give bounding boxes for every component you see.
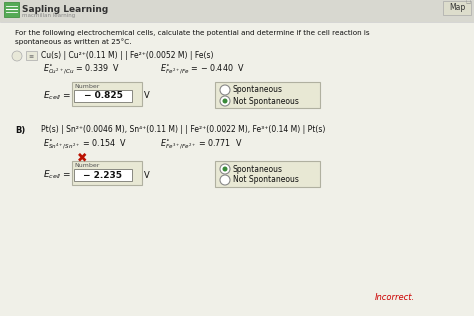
FancyBboxPatch shape	[72, 161, 142, 185]
Text: Incorrect.: Incorrect.	[375, 294, 415, 302]
Text: □: □	[465, 0, 471, 4]
FancyBboxPatch shape	[74, 169, 132, 181]
Text: $E_{cell}$ =: $E_{cell}$ =	[43, 169, 71, 181]
Circle shape	[220, 96, 230, 106]
FancyBboxPatch shape	[72, 82, 142, 106]
Text: V: V	[144, 92, 150, 100]
Text: ✖: ✖	[77, 151, 87, 165]
Circle shape	[222, 167, 228, 172]
Text: Map: Map	[449, 3, 465, 13]
Text: V: V	[144, 171, 150, 179]
Text: Cu(s) | Cu²⁺(0.11 M) | | Fe²⁺(0.0052 M) | Fe(s): Cu(s) | Cu²⁺(0.11 M) | | Fe²⁺(0.0052 M) …	[41, 52, 213, 60]
Circle shape	[220, 175, 230, 185]
Text: spontaneous as written at 25°C.: spontaneous as written at 25°C.	[15, 38, 131, 45]
Text: Not Spontaneous: Not Spontaneous	[233, 96, 299, 106]
Text: $E_{cell}$ =: $E_{cell}$ =	[43, 90, 71, 102]
Circle shape	[220, 85, 230, 95]
Text: $E^{\circ}_{Cu^{2+}/Cu}$ = 0.339  V: $E^{\circ}_{Cu^{2+}/Cu}$ = 0.339 V	[43, 63, 120, 77]
Text: macmillan learning: macmillan learning	[22, 14, 75, 19]
Text: For the following electrochemical cells, calculate the potential and determine i: For the following electrochemical cells,…	[15, 30, 370, 36]
Text: Pt(s) | Sn²⁺(0.0046 M), Sn⁴⁺(0.11 M) | | Fe²⁺(0.0022 M), Fe³⁺(0.14 M) | Pt(s): Pt(s) | Sn²⁺(0.0046 M), Sn⁴⁺(0.11 M) | |…	[41, 125, 325, 135]
Text: $E^{\circ}_{Fe^{3+}/Fe^{2+}}$ = 0.771  V: $E^{\circ}_{Fe^{3+}/Fe^{2+}}$ = 0.771 V	[160, 138, 243, 152]
Text: Number: Number	[74, 163, 100, 168]
Text: $E^{\circ}_{Fe^{2+}/Fe}$ = − 0.440  V: $E^{\circ}_{Fe^{2+}/Fe}$ = − 0.440 V	[160, 63, 245, 77]
FancyBboxPatch shape	[0, 0, 474, 22]
Text: Number: Number	[74, 84, 100, 89]
FancyBboxPatch shape	[74, 90, 132, 102]
FancyBboxPatch shape	[215, 161, 320, 187]
FancyBboxPatch shape	[26, 51, 37, 60]
Text: − 2.235: − 2.235	[83, 171, 122, 179]
Text: ≡: ≡	[29, 53, 34, 58]
Text: B): B)	[15, 125, 25, 135]
FancyBboxPatch shape	[4, 2, 19, 17]
Circle shape	[222, 99, 228, 104]
Text: Not Spontaneous: Not Spontaneous	[233, 175, 299, 185]
Text: Spontaneous: Spontaneous	[233, 86, 283, 94]
Text: Sapling Learning: Sapling Learning	[22, 4, 108, 14]
Text: Spontaneous: Spontaneous	[233, 165, 283, 173]
Text: $E^{\circ}_{Sn^{4+}/Sn^{2+}}$ = 0.154  V: $E^{\circ}_{Sn^{4+}/Sn^{2+}}$ = 0.154 V	[43, 138, 127, 152]
Circle shape	[12, 51, 22, 61]
FancyBboxPatch shape	[215, 82, 320, 108]
FancyBboxPatch shape	[443, 1, 471, 15]
Circle shape	[220, 164, 230, 174]
Text: − 0.825: − 0.825	[83, 92, 122, 100]
